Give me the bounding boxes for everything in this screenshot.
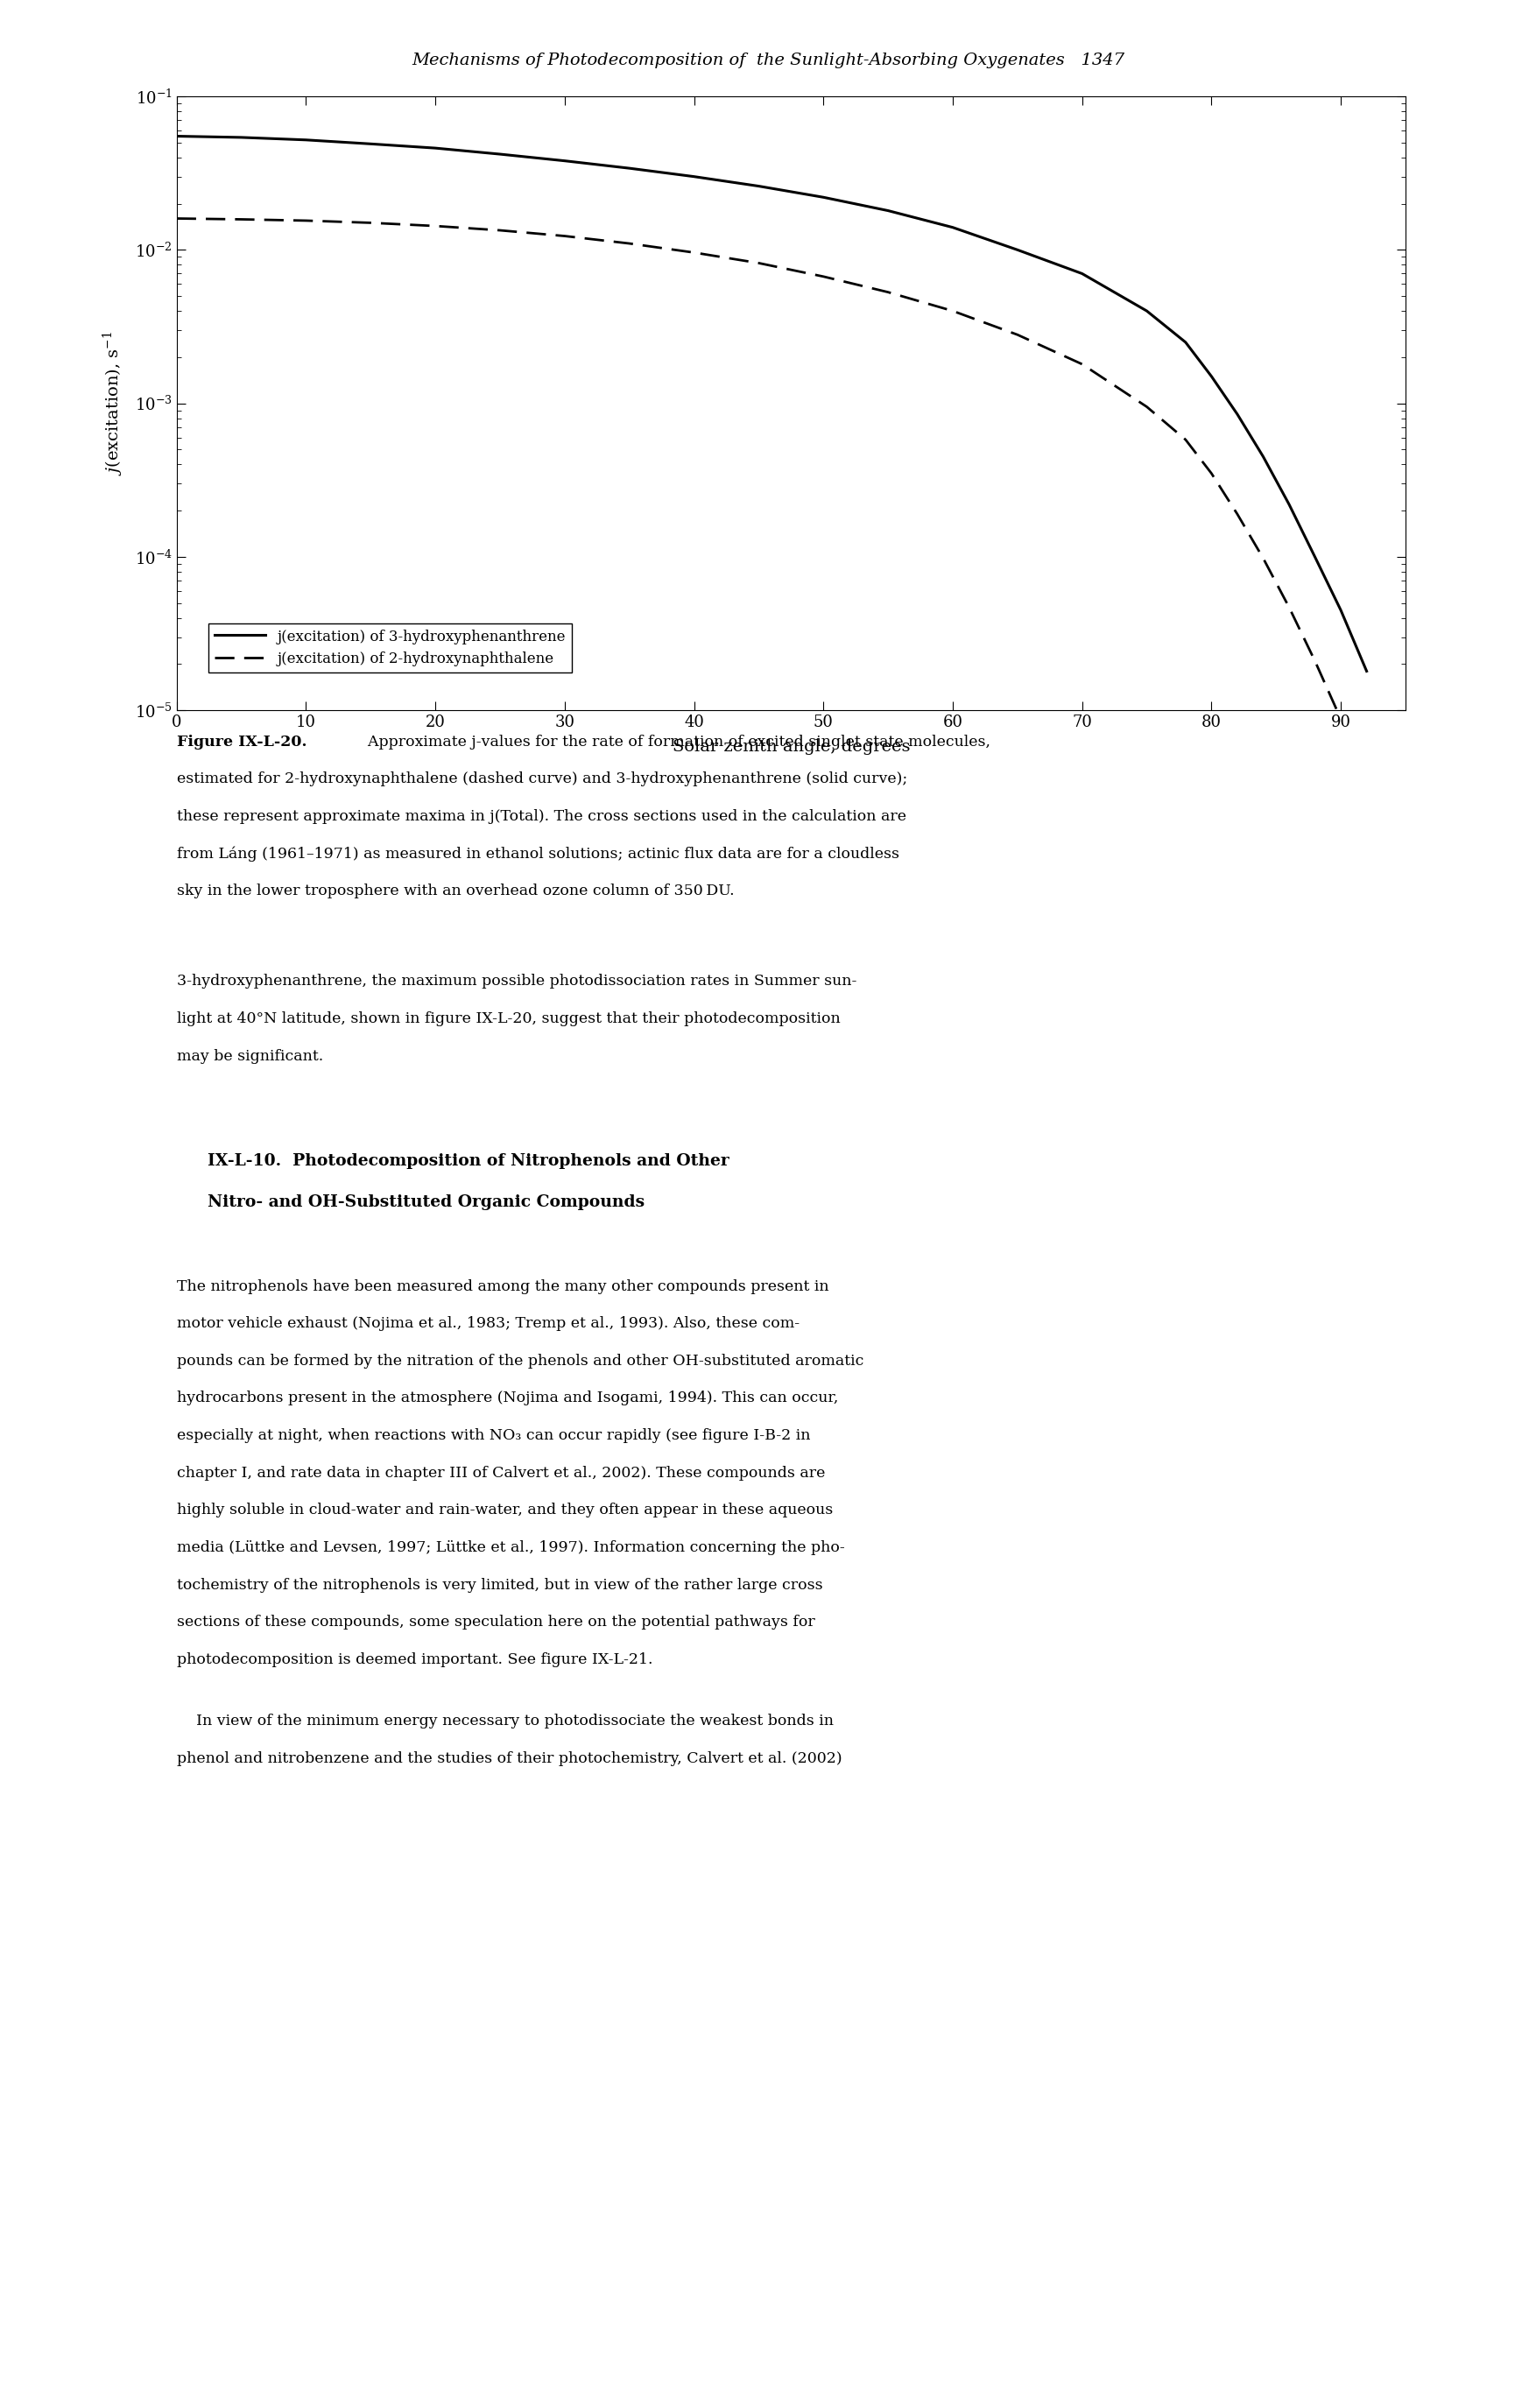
j(excitation) of 3-hydroxyphenanthrene: [1177, 327, 1195, 356]
j(excitation) of 3-hydroxyphenanthrene: [361, 130, 379, 159]
Text: chapter I, and rate data in chapter III of Calvert et al., 2002). These compound: chapter I, and rate data in chapter III …: [177, 1466, 825, 1481]
j(excitation) of 2-hydroxynaphthalene: [621, 229, 639, 258]
Text: Figure IX-L-20.: Figure IX-L-20.: [177, 734, 307, 749]
j(excitation) of 2-hydroxynaphthalene: [361, 209, 379, 238]
j(excitation) of 3-hydroxyphenanthrene: [232, 123, 250, 152]
j(excitation) of 2-hydroxynaphthalene: [1358, 768, 1376, 797]
j(excitation) of 3-hydroxyphenanthrene: [1332, 595, 1350, 624]
j(excitation) of 3-hydroxyphenanthrene: [814, 183, 833, 212]
j(excitation) of 2-hydroxynaphthalene: [167, 205, 186, 234]
Text: light at 40°N latitude, shown in figure IX-L-20, suggest that their photodecompo: light at 40°N latitude, shown in figure …: [177, 1011, 840, 1026]
Text: In view of the minimum energy necessary to photodissociate the weakest bonds in: In view of the minimum energy necessary …: [177, 1714, 834, 1729]
j(excitation) of 3-hydroxyphenanthrene: [1358, 657, 1376, 686]
j(excitation) of 2-hydroxynaphthalene: [1203, 460, 1221, 489]
Text: Nitro- and OH-Substituted Organic Compounds: Nitro- and OH-Substituted Organic Compou…: [207, 1194, 645, 1211]
Text: tochemistry of the nitrophenols is very limited, but in view of the rather large: tochemistry of the nitrophenols is very …: [177, 1577, 823, 1592]
j(excitation) of 3-hydroxyphenanthrene: [556, 147, 574, 176]
j(excitation) of 2-hydroxynaphthalene: [1253, 544, 1272, 573]
j(excitation) of 3-hydroxyphenanthrene: [425, 132, 444, 161]
Text: highly soluble in cloud-water and rain-water, and they often appear in these aqu: highly soluble in cloud-water and rain-w…: [177, 1503, 833, 1517]
j(excitation) of 3-hydroxyphenanthrene: [879, 195, 897, 224]
j(excitation) of 2-hydroxynaphthalene: [1138, 393, 1157, 421]
j(excitation) of 2-hydroxynaphthalene: [1279, 592, 1298, 621]
j(excitation) of 3-hydroxyphenanthrene: [621, 154, 639, 183]
j(excitation) of 2-hydroxynaphthalene: [492, 217, 510, 246]
Legend: j(excitation) of 3-hydroxyphenanthrene, j(excitation) of 2-hydroxynaphthalene: j(excitation) of 3-hydroxyphenanthrene, …: [209, 624, 571, 672]
Line: j(excitation) of 2-hydroxynaphthalene: j(excitation) of 2-hydroxynaphthalene: [177, 219, 1367, 783]
Text: sky in the lower troposphere with an overhead ozone column of 350 DU.: sky in the lower troposphere with an ove…: [177, 884, 734, 898]
j(excitation) of 3-hydroxyphenanthrene: [685, 161, 703, 190]
Text: Approximate j-values for the rate of formation of excited singlet state molecule: Approximate j-values for the rate of for…: [358, 734, 991, 749]
j(excitation) of 2-hydroxynaphthalene: [1072, 349, 1091, 378]
j(excitation) of 3-hydroxyphenanthrene: [1229, 400, 1247, 429]
j(excitation) of 2-hydroxynaphthalene: [556, 222, 574, 250]
j(excitation) of 2-hydroxynaphthalene: [1332, 706, 1350, 734]
j(excitation) of 2-hydroxynaphthalene: [685, 238, 703, 267]
j(excitation) of 3-hydroxyphenanthrene: [1306, 542, 1324, 571]
X-axis label: Solar zenith angle, degrees: Solar zenith angle, degrees: [673, 739, 909, 754]
Text: Mechanisms of Photodecomposition of  the Sunlight-Absorbing Oxygenates   1347: Mechanisms of Photodecomposition of the …: [412, 53, 1124, 70]
j(excitation) of 2-hydroxynaphthalene: [943, 296, 962, 325]
j(excitation) of 3-hydroxyphenanthrene: [1138, 296, 1157, 325]
Text: pounds can be formed by the nitration of the phenols and other OH-substituted ar: pounds can be formed by the nitration of…: [177, 1353, 863, 1368]
Text: IX-L-10.  Photodecomposition of Nitrophenols and Other: IX-L-10. Photodecomposition of Nitrophen…: [207, 1153, 730, 1170]
Text: photodecomposition is deemed important. See figure IX-L-21.: photodecomposition is deemed important. …: [177, 1652, 653, 1666]
Text: media (Lüttke and Levsen, 1997; Lüttke et al., 1997). Information concerning the: media (Lüttke and Levsen, 1997; Lüttke e…: [177, 1541, 845, 1556]
j(excitation) of 2-hydroxynaphthalene: [232, 205, 250, 234]
j(excitation) of 3-hydroxyphenanthrene: [943, 212, 962, 241]
j(excitation) of 2-hydroxynaphthalene: [750, 248, 768, 277]
j(excitation) of 2-hydroxynaphthalene: [1177, 426, 1195, 455]
j(excitation) of 3-hydroxyphenanthrene: [1072, 260, 1091, 289]
Text: motor vehicle exhaust (Nojima et al., 1983; Tremp et al., 1993). Also, these com: motor vehicle exhaust (Nojima et al., 19…: [177, 1317, 799, 1332]
Text: The nitrophenols have been measured among the many other compounds present in: The nitrophenols have been measured amon…: [177, 1279, 829, 1293]
j(excitation) of 2-hydroxynaphthalene: [1229, 498, 1247, 527]
Line: j(excitation) of 3-hydroxyphenanthrene: j(excitation) of 3-hydroxyphenanthrene: [177, 137, 1367, 672]
j(excitation) of 2-hydroxynaphthalene: [814, 262, 833, 291]
j(excitation) of 2-hydroxynaphthalene: [1306, 645, 1324, 674]
Text: estimated for 2-hydroxynaphthalene (dashed curve) and 3-hydroxyphenanthrene (sol: estimated for 2-hydroxynaphthalene (dash…: [177, 771, 908, 787]
j(excitation) of 3-hydroxyphenanthrene: [296, 125, 315, 154]
j(excitation) of 3-hydroxyphenanthrene: [167, 123, 186, 152]
j(excitation) of 3-hydroxyphenanthrene: [750, 171, 768, 200]
Text: from Láng (1961–1971) as measured in ethanol solutions; actinic flux data are fo: from Láng (1961–1971) as measured in eth…: [177, 848, 899, 862]
j(excitation) of 3-hydroxyphenanthrene: [492, 140, 510, 169]
j(excitation) of 2-hydroxynaphthalene: [425, 212, 444, 241]
Text: may be significant.: may be significant.: [177, 1050, 323, 1064]
Text: hydrocarbons present in the atmosphere (Nojima and Isogami, 1994). This can occu: hydrocarbons present in the atmosphere (…: [177, 1392, 839, 1406]
Text: phenol and nitrobenzene and the studies of their photochemistry, Calvert et al. : phenol and nitrobenzene and the studies …: [177, 1751, 842, 1765]
Y-axis label: $j$(excitation), s$^{-1}$: $j$(excitation), s$^{-1}$: [101, 330, 124, 477]
j(excitation) of 2-hydroxynaphthalene: [1008, 320, 1026, 349]
Text: these represent approximate maxima in j(Total). The cross sections used in the c: these represent approximate maxima in j(…: [177, 809, 906, 824]
Text: sections of these compounds, some speculation here on the potential pathways for: sections of these compounds, some specul…: [177, 1616, 814, 1630]
j(excitation) of 3-hydroxyphenanthrene: [1008, 236, 1026, 265]
j(excitation) of 3-hydroxyphenanthrene: [1203, 361, 1221, 390]
j(excitation) of 3-hydroxyphenanthrene: [1279, 489, 1298, 518]
Text: especially at night, when reactions with NO₃ can occur rapidly (see figure I-B-2: especially at night, when reactions with…: [177, 1428, 809, 1442]
j(excitation) of 2-hydroxynaphthalene: [879, 277, 897, 306]
j(excitation) of 3-hydroxyphenanthrene: [1253, 443, 1272, 472]
j(excitation) of 2-hydroxynaphthalene: [296, 207, 315, 236]
Text: 3-hydroxyphenanthrene, the maximum possible photodissociation rates in Summer su: 3-hydroxyphenanthrene, the maximum possi…: [177, 975, 857, 990]
